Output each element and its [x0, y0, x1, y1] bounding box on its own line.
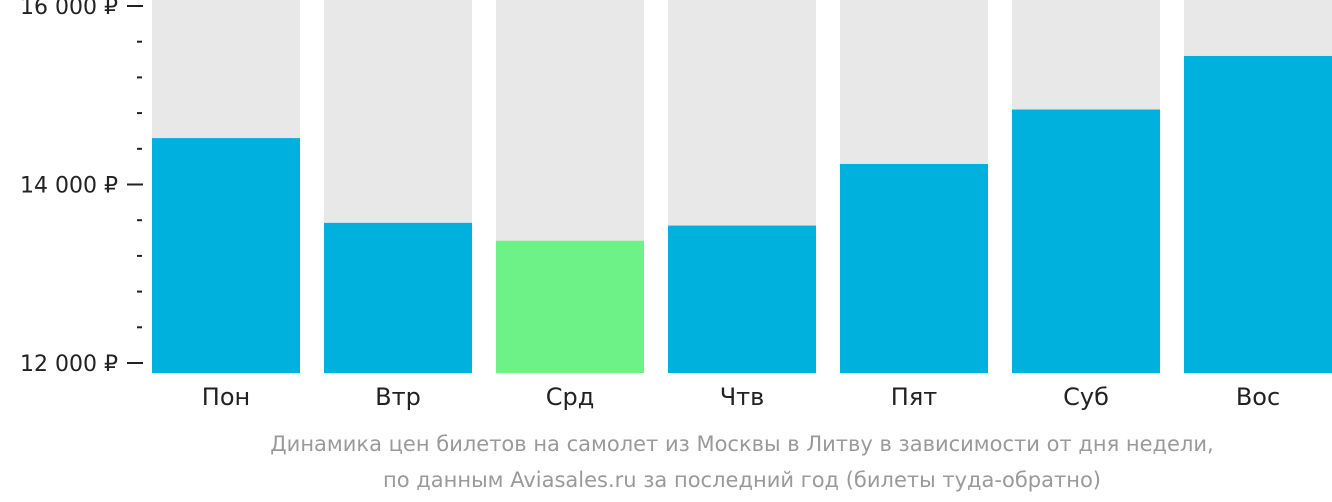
x-tick-label: Суб — [1063, 383, 1109, 411]
bar-chart: 12 000 ₽ 14 000 ₽ 16 000 ₽ Пон Втр Срд Чтв Пят… — [20, 0, 1332, 411]
bar-2[interactable] — [324, 222, 472, 373]
bar-3[interactable] — [496, 240, 644, 373]
bar-7[interactable] — [1184, 55, 1332, 373]
bar-6[interactable] — [1012, 109, 1160, 373]
y-tick-label: 14 000 ₽ — [20, 174, 118, 199]
chart-caption-line-1: Динамика цен билетов на самолет из Москв… — [270, 432, 1214, 456]
chart-caption-line-2: по данным Aviasales.ru за последний год … — [383, 468, 1101, 492]
x-tick-label: Пон — [202, 383, 250, 411]
y-axis: 12 000 ₽ 14 000 ₽ 16 000 ₽ — [20, 0, 143, 377]
x-tick-label: Чтв — [720, 383, 765, 411]
y-tick-label: 12 000 ₽ — [20, 352, 118, 377]
x-tick-label: Втр — [375, 383, 421, 411]
y-tick-label: 16 000 ₽ — [20, 0, 118, 20]
bar-4[interactable] — [668, 225, 816, 373]
x-axis-labels: Пон Втр Срд Чтв Пят Суб Вос — [202, 383, 1280, 411]
x-tick-label: Вос — [1236, 383, 1280, 411]
x-tick-label: Пят — [891, 383, 937, 411]
bars — [152, 0, 1332, 373]
bar-5[interactable] — [840, 163, 988, 373]
x-tick-label: Срд — [546, 383, 595, 411]
bar-1[interactable] — [152, 138, 300, 373]
